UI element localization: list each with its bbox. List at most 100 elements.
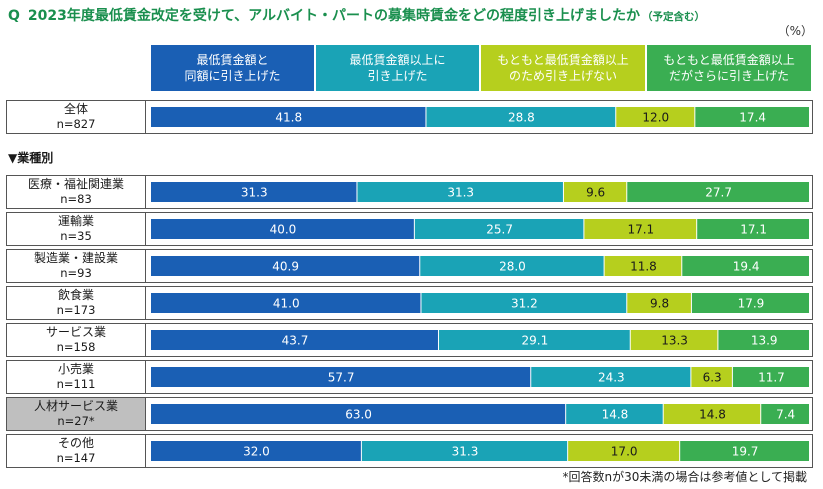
bar-value-label: 31.2 [511, 297, 538, 311]
sample-size-label: n=158 [56, 340, 96, 354]
row-label-cell: 人材サービス業 n=27* [6, 397, 146, 431]
category-label: その他 [57, 436, 94, 450]
bar-segment [680, 441, 809, 461]
bar-value-label: 9.8 [650, 297, 669, 311]
category-label: 飲食業 [57, 288, 94, 302]
bar-value-label: 25.7 [486, 223, 513, 237]
bar-segment [616, 107, 695, 127]
footnote: *回答数nが30未満の場合は参考値として掲載 [562, 470, 807, 484]
question-text: 2023年度最低賃金改定を受けて、アルバイト・パートの募集時賃金をどの程度引き上… [27, 8, 641, 24]
bar-segment [151, 367, 531, 387]
bar-segment [732, 367, 809, 387]
sample-size-label: n=27* [57, 414, 95, 428]
bar-segment [682, 256, 809, 276]
bar-segment [627, 293, 691, 313]
bar-value-label: 19.4 [733, 260, 760, 274]
row-label-cell: サービス業 n=158 [6, 323, 146, 357]
bar-value-label: 29.1 [522, 334, 549, 348]
category-label: 製造業・建設業 [33, 251, 118, 265]
legend-item-3: もともと最低賃金額以上 のため引き上げない [481, 45, 645, 91]
bar-segment [151, 256, 420, 276]
bar-value-label: 14.8 [699, 408, 726, 422]
bar-value-label: 11.7 [758, 371, 785, 385]
sample-size-label: n=173 [56, 303, 96, 317]
bar-value-label: 40.9 [272, 260, 299, 274]
bar-value-label: 31.3 [447, 186, 474, 200]
category-label: 運輸業 [57, 214, 94, 228]
bar-value-label: 12.0 [642, 111, 669, 125]
bar-segment [531, 367, 691, 387]
bar-value-label: 17.1 [740, 223, 767, 237]
bar-value-label: 24.3 [598, 371, 625, 385]
sample-size-label: n=111 [56, 377, 96, 391]
bar-value-label: 13.9 [751, 334, 778, 348]
row-label-cell: その他 n=147 [6, 434, 146, 468]
bar-segment [568, 441, 680, 461]
bar-value-label: 6.3 [703, 371, 722, 385]
legend-item-2: 最低賃金額以上に 引き上げた [316, 45, 479, 91]
bar-segment [566, 404, 663, 424]
bar-value-label: 19.7 [732, 445, 759, 459]
bar-segment [604, 256, 682, 276]
bar-value-label: 14.8 [602, 408, 629, 422]
bar-segment [151, 404, 566, 424]
bar-segment [151, 219, 414, 239]
bar-segment [151, 107, 426, 127]
bar-segment [691, 293, 809, 313]
bar-segment [421, 293, 627, 313]
sample-size-label: n=93 [60, 266, 92, 280]
row-label-cell: 運輸業 n=35 [6, 212, 146, 246]
bar-value-label: 63.0 [345, 408, 372, 422]
bar-segment [697, 219, 809, 239]
bar-value-label: 13.3 [661, 334, 688, 348]
bar-segment [414, 219, 584, 239]
bar-value-label: 57.7 [328, 371, 355, 385]
sample-size-label: n=83 [60, 192, 92, 206]
bar-value-label: 41.8 [275, 111, 302, 125]
bar-value-label: 11.8 [630, 260, 657, 274]
sample-size-label: n=35 [60, 229, 92, 243]
bar-segment [420, 256, 604, 276]
bar-value-label: 32.0 [243, 445, 270, 459]
bar-value-label: 31.3 [241, 186, 268, 200]
bar-value-label: 28.0 [499, 260, 526, 274]
section-label: ▼業種別 [8, 151, 54, 165]
chart-title: Q 2023年度最低賃金改定を受けて、アルバイト・パートの募集時賃金をどの程度引き… [8, 5, 705, 25]
bar-segment [151, 293, 421, 313]
row-label-cell: 製造業・建設業 n=93 [6, 249, 146, 283]
row-label-cell: 全体 n=827 [6, 100, 146, 134]
bar-segment [630, 330, 718, 350]
bar-value-label: 41.0 [273, 297, 300, 311]
row-label-cell: 小売業 n=111 [6, 360, 146, 394]
bar-segment [627, 182, 809, 202]
category-label: 小売業 [57, 362, 94, 376]
bar-value-label: 17.4 [739, 111, 766, 125]
bar-value-label: 27.7 [705, 186, 732, 200]
legend-item-4: もともと最低賃金額以上 だがさらに引き上げた [647, 45, 811, 91]
bar-segment [691, 367, 732, 387]
category-label: 医療・福祉関連業 [27, 177, 124, 191]
unit-label: （%） [777, 24, 813, 38]
category-label: 人材サービス業 [33, 399, 118, 413]
bar-segment [718, 330, 809, 350]
bar-segment [357, 182, 563, 202]
question-note: （予定含む） [642, 11, 706, 23]
bar-segment [563, 182, 627, 202]
bar-segment [663, 404, 761, 424]
bar-value-label: 40.0 [270, 223, 297, 237]
bar-segment [426, 107, 616, 127]
legend-label: もともと最低賃金額以上 のため引き上げない [497, 53, 629, 83]
bar-value-label: 7.4 [776, 408, 795, 422]
bar-value-label: 9.6 [586, 186, 605, 200]
legend-label: 最低賃金額と 同額に引き上げた [184, 53, 281, 83]
category-label: サービス業 [45, 325, 106, 339]
bar-segment [151, 330, 438, 350]
legend-label: もともと最低賃金額以上 だがさらに引き上げた [663, 53, 795, 83]
bar-value-label: 31.3 [452, 445, 479, 459]
bar-segment [584, 219, 697, 239]
bar-value-label: 28.8 [508, 111, 535, 125]
sample-size-label: n=147 [56, 451, 96, 465]
bar-segment [695, 107, 809, 127]
legend-label: 最低賃金額以上に 引き上げた [349, 53, 446, 83]
bar-value-label: 17.0 [611, 445, 638, 459]
